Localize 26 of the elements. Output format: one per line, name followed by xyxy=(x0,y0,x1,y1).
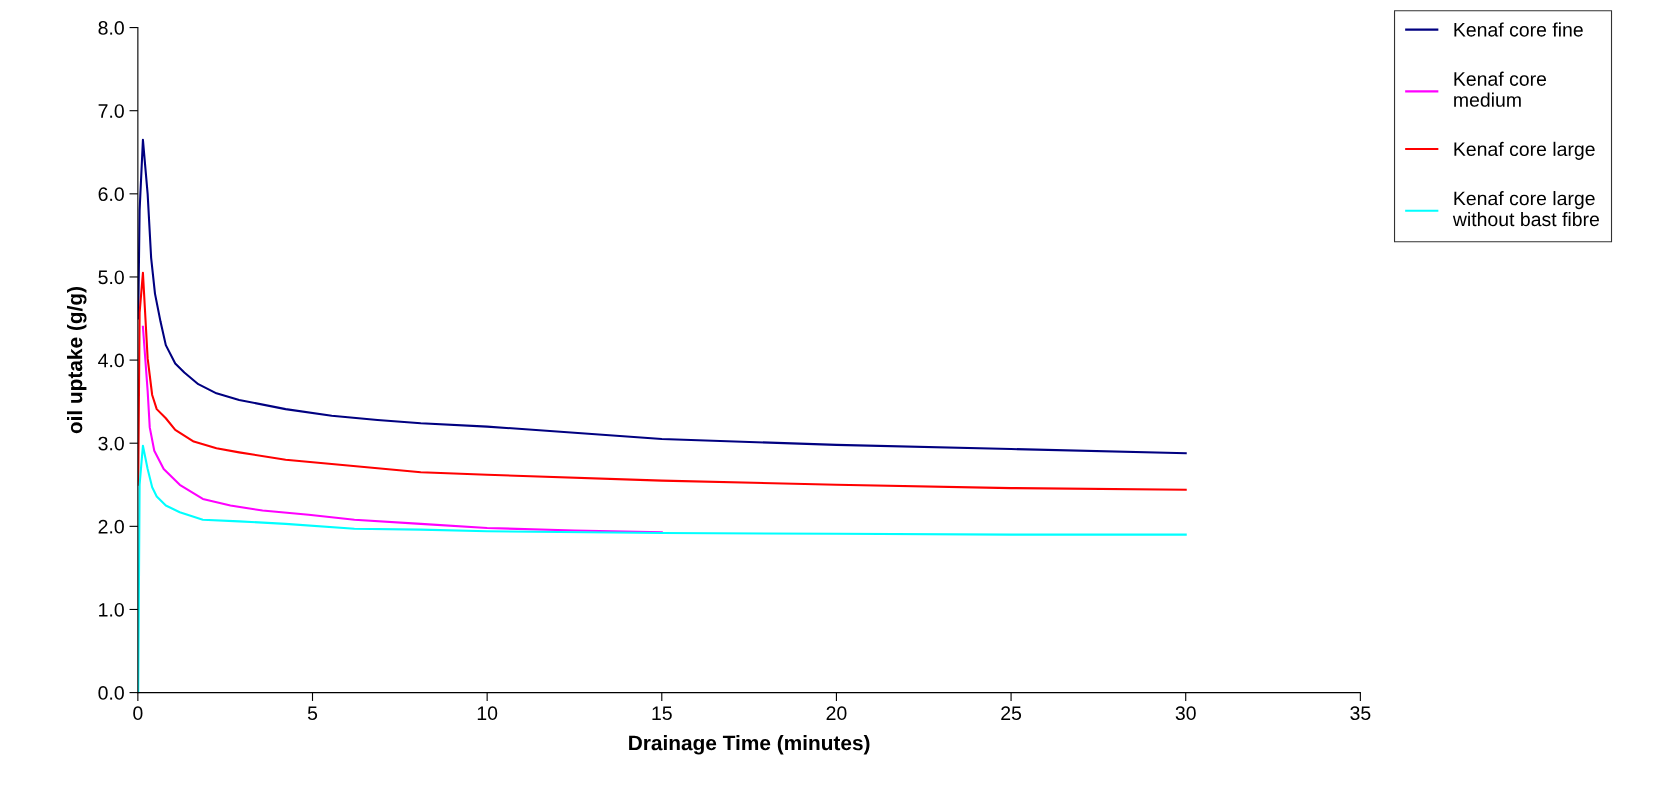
x-tick-label: 15 xyxy=(652,706,672,721)
x-axis-title: Drainage Time (minutes) xyxy=(629,735,870,755)
legend-label: Kenaf core fine xyxy=(1454,22,1583,37)
x-tick-label: 20 xyxy=(826,706,847,721)
line-series xyxy=(137,138,1187,455)
x-tick-label: 5 xyxy=(307,706,318,721)
legend-label: Kenaf core large without bast fibre xyxy=(1452,191,1599,227)
y-tick-label: 8.0 xyxy=(98,21,124,35)
y-tick-label: 6.0 xyxy=(98,187,124,202)
y-tick-label: 3.0 xyxy=(98,436,124,451)
y-tick-label: 5.0 xyxy=(98,270,124,285)
x-tick-label: 35 xyxy=(1350,706,1371,721)
y-tick-label: 0.0 xyxy=(98,686,124,700)
x-tick-label: 25 xyxy=(1001,706,1022,721)
y-tick-label: 7.0 xyxy=(98,104,124,118)
y-tick-label: 2.0 xyxy=(98,519,124,534)
y-axis-title: oil uptake (g/g) xyxy=(67,287,87,434)
y-tick-label: 4.0 xyxy=(98,353,124,368)
x-tick-label: 30 xyxy=(1175,706,1196,721)
line-series xyxy=(141,325,663,534)
y-tick-label: 1.0 xyxy=(99,602,124,617)
x-tick-label: 0 xyxy=(133,706,143,721)
x-tick-label: 10 xyxy=(477,706,498,721)
legend-label: Kenaf core large xyxy=(1454,141,1595,160)
legend-label: Kenaf core medium xyxy=(1454,71,1547,107)
line-series xyxy=(137,271,1187,491)
